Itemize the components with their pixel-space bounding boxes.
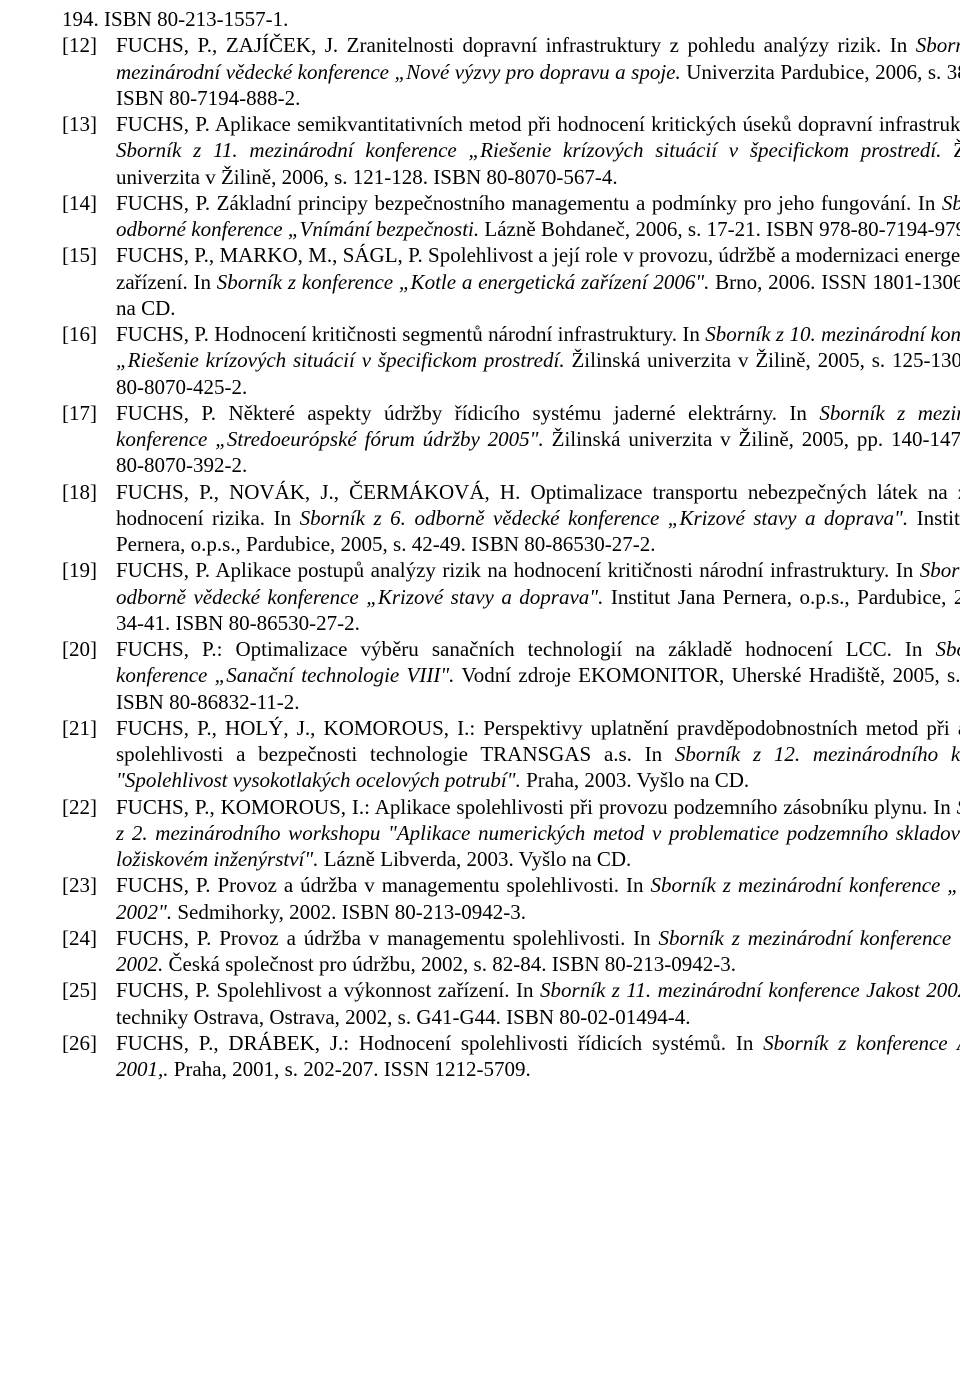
- reference-text-pre: FUCHS, P.: Optimalizace výběru sanačních…: [116, 637, 935, 661]
- reference-text-post: Praha, 2001, s. 202-207. ISSN 1212-5709.: [169, 1057, 531, 1081]
- reference-number: [15]: [62, 242, 116, 268]
- reference-number: [16]: [62, 321, 116, 347]
- reference-source-italic: Sborník z 11. mezinárodní konference „Ri…: [116, 138, 941, 162]
- reference-item: [22]FUCHS, P., KOMOROUS, I.: Aplikace sp…: [62, 794, 960, 873]
- reference-item: [20]FUCHS, P.: Optimalizace výběru sanač…: [62, 636, 960, 715]
- references-list: [12]FUCHS, P., ZAJÍČEK, J. Zranitelnosti…: [62, 32, 960, 1082]
- reference-text-post: Lázně Libverda, 2003. Vyšlo na CD.: [318, 847, 631, 871]
- reference-item: [21]FUCHS, P., HOLÝ, J., KOMOROUS, I.: P…: [62, 715, 960, 794]
- reference-source-italic: Sborník z konference „Kotle a energetick…: [217, 270, 710, 294]
- reference-text-pre: FUCHS, P. Některé aspekty údržby řídicíh…: [116, 401, 819, 425]
- reference-text-post: Sedmihorky, 2002. ISBN 80-213-0942-3.: [172, 900, 526, 924]
- reference-text-pre: FUCHS, P. Aplikace semikvantitativních m…: [116, 112, 960, 136]
- reference-text-pre: FUCHS, P., KOMOROUS, I.: Aplikace spoleh…: [116, 795, 957, 819]
- reference-item: [17]FUCHS, P. Některé aspekty údržby říd…: [62, 400, 960, 479]
- reference-number: [12]: [62, 32, 116, 58]
- reference-source-italic: Sborník z 11. mezinárodní konference Jak…: [540, 978, 960, 1002]
- reference-text-pre: FUCHS, P. Základní principy bezpečnostní…: [116, 191, 942, 215]
- reference-item: [26]FUCHS, P., DRÁBEK, J.: Hodnocení spo…: [62, 1030, 960, 1083]
- reference-text-pre: FUCHS, P. Aplikace postupů analýzy rizik…: [116, 558, 920, 582]
- reference-source-italic: Sborník z 6. odborně vědecké konference …: [300, 506, 909, 530]
- reference-number: [21]: [62, 715, 116, 741]
- reference-number: [23]: [62, 872, 116, 898]
- reference-item: [23]FUCHS, P. Provoz a údržba v manageme…: [62, 872, 960, 925]
- reference-item: [12]FUCHS, P., ZAJÍČEK, J. Zranitelnosti…: [62, 32, 960, 111]
- reference-number: [13]: [62, 111, 116, 137]
- reference-text-pre: FUCHS, P. Provoz a údržba v managementu …: [116, 873, 650, 897]
- reference-number: [22]: [62, 794, 116, 820]
- reference-text-pre: FUCHS, P., ZAJÍČEK, J. Zranitelnosti dop…: [116, 33, 916, 57]
- reference-item: [14]FUCHS, P. Základní principy bezpečno…: [62, 190, 960, 243]
- continuation-line: 194. ISBN 80-213-1557-1.: [62, 6, 960, 32]
- reference-number: [17]: [62, 400, 116, 426]
- reference-number: [20]: [62, 636, 116, 662]
- reference-item: [24]FUCHS, P. Provoz a údržba v manageme…: [62, 925, 960, 978]
- reference-text-post: Praha, 2003. Vyšlo na CD.: [521, 768, 749, 792]
- reference-number: [19]: [62, 557, 116, 583]
- reference-item: [13]FUCHS, P. Aplikace semikvantitativní…: [62, 111, 960, 190]
- reference-number: [14]: [62, 190, 116, 216]
- reference-text-post: Lázně Bohdaneč, 2006, s. 17-21. ISBN 978…: [479, 217, 960, 241]
- reference-item: [15]FUCHS, P., MARKO, M., SÁGL, P. Spole…: [62, 242, 960, 321]
- reference-item: [16]FUCHS, P. Hodnocení kritičnosti segm…: [62, 321, 960, 400]
- reference-number: [25]: [62, 977, 116, 1003]
- reference-number: [26]: [62, 1030, 116, 1056]
- reference-text-post: Česká společnost pro údržbu, 2002, s. 82…: [163, 952, 736, 976]
- reference-item: [18]FUCHS, P., NOVÁK, J., ČERMÁKOVÁ, H. …: [62, 479, 960, 558]
- reference-item: [25]FUCHS, P. Spolehlivost a výkonnost z…: [62, 977, 960, 1030]
- reference-number: [18]: [62, 479, 116, 505]
- reference-text-pre: FUCHS, P. Hodnocení kritičnosti segmentů…: [116, 322, 705, 346]
- reference-text-pre: FUCHS, P. Provoz a údržba v managementu …: [116, 926, 659, 950]
- reference-item: [19]FUCHS, P. Aplikace postupů analýzy r…: [62, 557, 960, 636]
- reference-text-pre: FUCHS, P. Spolehlivost a výkonnost zaříz…: [116, 978, 540, 1002]
- reference-text-pre: FUCHS, P., DRÁBEK, J.: Hodnocení spolehl…: [116, 1031, 763, 1055]
- reference-number: [24]: [62, 925, 116, 951]
